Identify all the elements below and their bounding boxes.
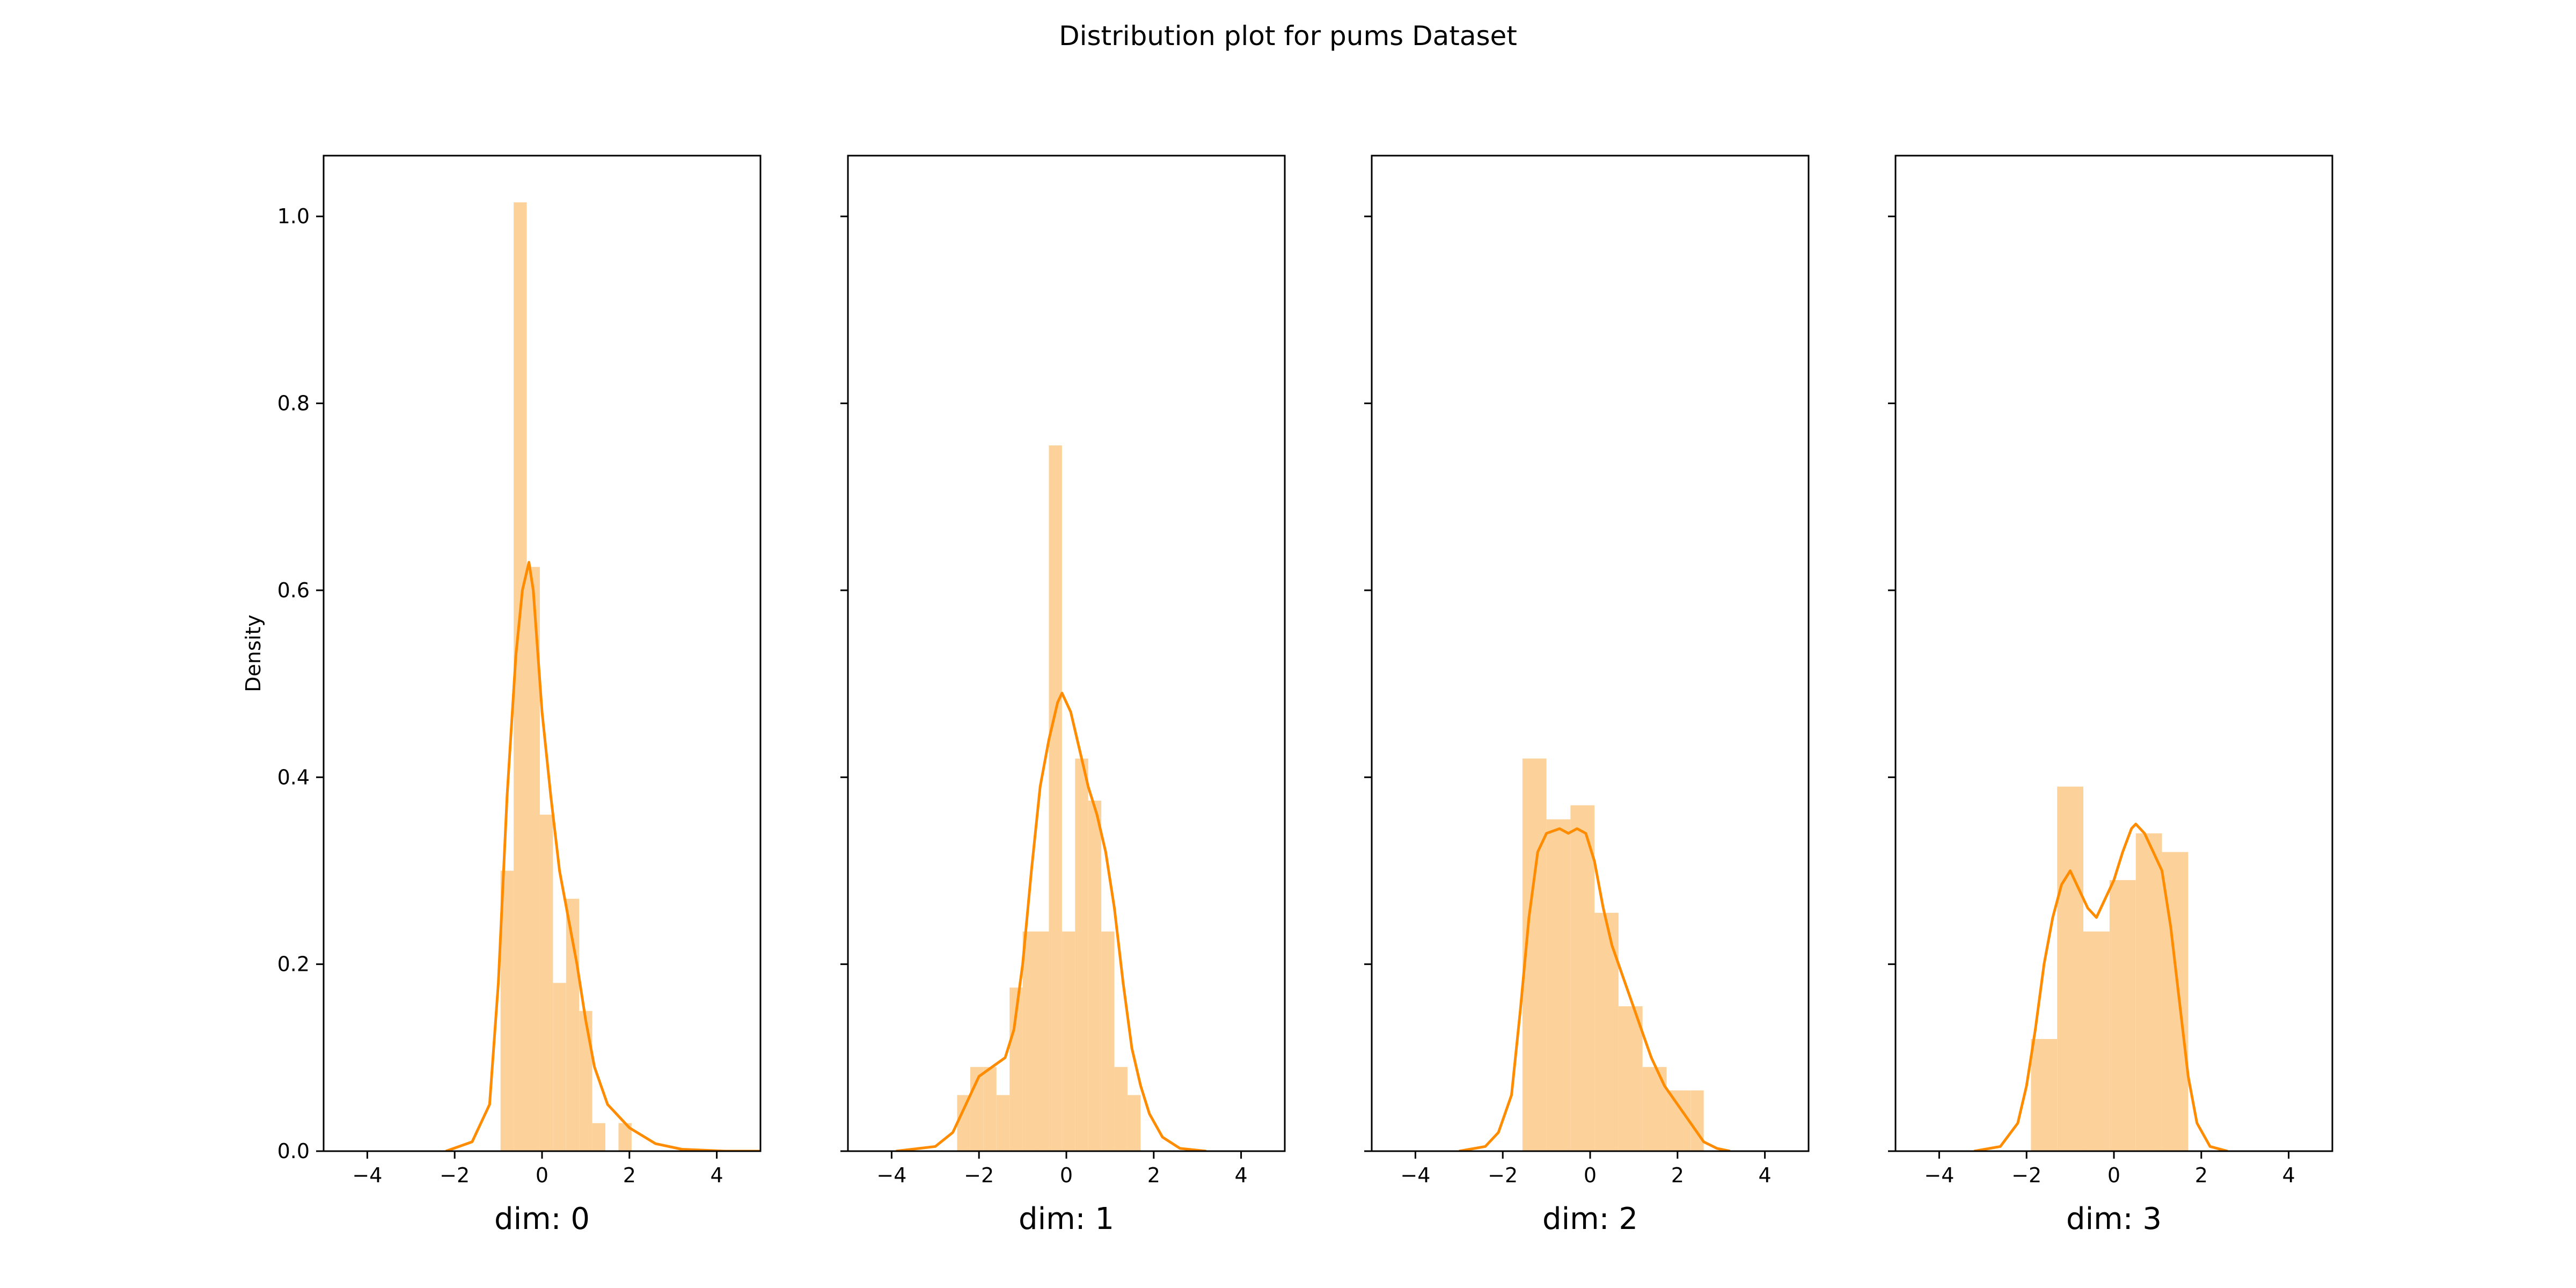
- x-tick-label: −4: [352, 1163, 382, 1187]
- histogram-bar: [1690, 1090, 1704, 1151]
- plot-area: [896, 445, 1206, 1151]
- kde-line: [1974, 822, 2228, 1151]
- histogram-bar: [996, 1095, 1010, 1151]
- x-tick-label: 0: [1584, 1163, 1597, 1187]
- histogram-bar: [1594, 912, 1619, 1151]
- histogram-bar: [1075, 758, 1088, 1151]
- x-axis-label: dim: 0: [494, 1202, 590, 1236]
- x-tick-label: −2: [964, 1163, 994, 1187]
- histogram-bar: [1114, 1067, 1128, 1151]
- y-tick-label: 1.0: [277, 204, 310, 228]
- x-tick-label: 4: [1235, 1163, 1248, 1187]
- histogram-bar: [1546, 819, 1571, 1151]
- subplot-2: −4 −2 0 2 4 dim: 2: [1364, 155, 1810, 1236]
- x-tick-label: 0: [536, 1163, 548, 1187]
- x-tick-label: −4: [1924, 1163, 1954, 1187]
- histogram-bar: [1022, 931, 1036, 1151]
- kde-line: [1459, 827, 1731, 1151]
- y-tick-label: 0.8: [277, 392, 310, 415]
- figure-title: Distribution plot for pums Dataset: [1059, 20, 1517, 52]
- histogram-bar: [1666, 1090, 1691, 1151]
- x-tick-label: −4: [876, 1163, 906, 1187]
- subplot-0: −4 −2 0 2 4 0.0 0.2 0.4 0.6 0.8 1.0 dim: 0 Density: [241, 155, 762, 1236]
- histogram-bar: [983, 1067, 997, 1151]
- histogram-bar: [1127, 1095, 1141, 1151]
- histogram-bar: [1049, 445, 1062, 1151]
- x-tick-label: 0: [1060, 1163, 1073, 1187]
- histogram-bar: [1088, 800, 1102, 1151]
- histogram-bar: [579, 1011, 592, 1151]
- histogram-bar: [1618, 1006, 1643, 1151]
- y-tick-label: 0.2: [277, 953, 310, 976]
- histogram-bar: [1101, 931, 1115, 1151]
- subplot-1: −4 −2 0 2 4 dim: 1: [840, 155, 1286, 1236]
- x-tick-label: 0: [2107, 1163, 2120, 1187]
- histogram-bar: [2109, 880, 2136, 1151]
- x-axis-label: dim: 1: [1019, 1202, 1114, 1236]
- x-tick-label: 2: [2195, 1163, 2208, 1187]
- x-tick-label: −2: [440, 1163, 470, 1187]
- subplot-3: −4 −2 0 2 4 dim: 3: [1888, 155, 2333, 1236]
- x-tick-label: 2: [1147, 1163, 1160, 1187]
- plot-area: [1974, 786, 2228, 1151]
- y-axis-label: Density: [241, 614, 265, 692]
- x-tick-label: 4: [1759, 1163, 1772, 1187]
- histogram-bar: [2135, 833, 2162, 1151]
- histogram-bar: [957, 1095, 970, 1151]
- x-tick-label: −4: [1400, 1163, 1430, 1187]
- x-tick-label: −2: [1488, 1163, 1518, 1187]
- x-axis-label: dim: 3: [2066, 1202, 2162, 1236]
- histogram-bar: [1062, 931, 1075, 1151]
- histogram-bar: [2083, 931, 2110, 1151]
- x-tick-label: −2: [2011, 1163, 2041, 1187]
- y-tick-label: 0.6: [277, 579, 310, 602]
- x-tick-label: 2: [623, 1163, 636, 1187]
- kde-line: [896, 692, 1206, 1151]
- plot-area: [445, 202, 760, 1151]
- histogram-bar: [1036, 931, 1049, 1151]
- kde-line: [445, 561, 760, 1151]
- histogram-bar: [2057, 786, 2084, 1151]
- x-tick-label: 4: [711, 1163, 723, 1187]
- y-tick-label: 0.0: [277, 1139, 310, 1163]
- histogram-bar: [592, 1123, 606, 1151]
- histogram-bar: [1570, 805, 1595, 1151]
- histogram-bar: [2031, 1038, 2058, 1151]
- histogram-bar: [539, 814, 553, 1151]
- y-tick-label: 0.4: [277, 765, 310, 789]
- histogram-bar: [553, 983, 566, 1151]
- x-axis-label: dim: 2: [1542, 1202, 1638, 1236]
- plot-area: [1459, 758, 1731, 1151]
- x-tick-label: 4: [2282, 1163, 2295, 1187]
- x-tick-label: 2: [1671, 1163, 1684, 1187]
